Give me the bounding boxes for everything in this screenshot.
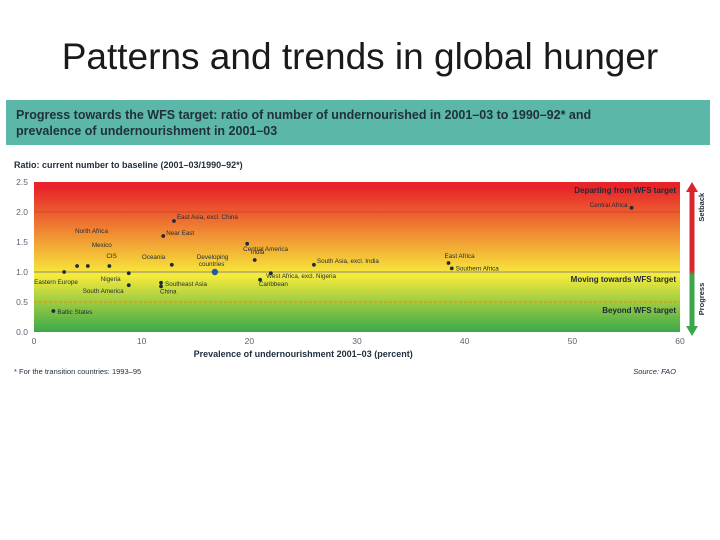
- data-point: [312, 262, 316, 267]
- y-tick-label: 1.0: [16, 267, 28, 277]
- y-tick-label: 2.5: [16, 177, 28, 187]
- x-tick-label: 40: [460, 336, 470, 346]
- data-point: [126, 271, 131, 276]
- x-tick-label: 20: [245, 336, 255, 346]
- data-point-label: East Africa: [445, 253, 476, 260]
- y-tick-label: 0.5: [16, 297, 28, 307]
- data-point: [159, 280, 163, 285]
- data-point-label: South Asia, excl. India: [317, 258, 379, 265]
- data-point: [245, 241, 250, 246]
- data-point-label: Near East: [166, 230, 194, 237]
- y-tick-label: 0.0: [16, 327, 28, 337]
- zone-background: [34, 182, 680, 332]
- scatter-chart: Ratio: current number to baseline (2001–…: [14, 160, 706, 376]
- y-axis-ticks: 0.0 0.5 1.0 1.5 2.0 2.5: [16, 177, 28, 337]
- arrow-down-icon: [686, 326, 698, 336]
- data-point-label: Central Africa: [590, 202, 628, 209]
- data-point-label: Nigeria: [101, 276, 121, 283]
- arrow-up-icon: [686, 182, 698, 192]
- y-axis-label: Ratio: current number to baseline (2001–…: [14, 160, 243, 170]
- data-point-label: Baltic States: [57, 309, 92, 316]
- x-axis-ticks: 0 10 20 30 40 50 60: [32, 336, 685, 346]
- x-tick-label: 10: [137, 336, 147, 346]
- data-point: [51, 309, 56, 313]
- data-point: [172, 219, 176, 223]
- data-point: [107, 264, 112, 268]
- data-point-label: Caribbean: [259, 281, 289, 288]
- data-point-label: China: [160, 288, 177, 295]
- data-point-label: Central America: [243, 246, 288, 253]
- data-point-label: North Africa: [75, 228, 108, 235]
- data-point-label: West Africa, excl. Nigeria: [266, 273, 336, 280]
- data-point-label: Southeast Asia: [165, 281, 208, 288]
- data-points: Central Africa East Asia, excl. China Near…: [34, 202, 634, 316]
- zone-label-setback: Departing from WFS target: [574, 186, 676, 195]
- zone-label-beyond: Beyond WFS target: [602, 306, 676, 315]
- zone-label-moving: Moving towards WFS target: [571, 275, 677, 284]
- data-point: [161, 234, 166, 238]
- data-point-label: India: [251, 249, 265, 256]
- x-tick-label: 0: [32, 336, 37, 346]
- x-tick-label: 30: [352, 336, 362, 346]
- figure-header-line-1: Progress towards the WFS target: ratio o…: [16, 108, 592, 122]
- data-point: [85, 264, 90, 268]
- data-point-label: Southern Africa: [456, 265, 500, 272]
- data-point: [75, 264, 79, 268]
- y-tick-label: 1.5: [16, 237, 28, 247]
- data-point: [258, 277, 262, 282]
- data-point: [268, 271, 273, 276]
- data-point-label: Oceania: [142, 254, 166, 261]
- data-point: [211, 268, 219, 276]
- slide-title: Patterns and trends in global hunger: [61, 36, 659, 77]
- footnote: * For the transition countries: 1993–95: [14, 367, 141, 376]
- figure: Progress towards the WFS target: ratio o…: [6, 100, 710, 385]
- data-point-label: Developing countries: [197, 254, 229, 268]
- data-point-label: East Asia, excl. China: [177, 214, 238, 221]
- x-axis-label: Prevalence of undernourishment 2001–03 (…: [194, 349, 413, 359]
- data-point: [446, 261, 451, 265]
- data-point-label: South America: [83, 288, 124, 295]
- data-point-label: Mexico: [92, 242, 112, 249]
- source-note: Source: FAO: [633, 367, 676, 376]
- x-tick-label: 50: [568, 336, 578, 346]
- data-point: [629, 205, 634, 210]
- data-point: [169, 262, 174, 267]
- data-point: [449, 266, 454, 271]
- figure-header: Progress towards the WFS target: ratio o…: [6, 100, 710, 145]
- data-point-label: Eastern Europe: [34, 279, 78, 286]
- data-point: [159, 284, 163, 289]
- figure-header-line-2: prevalence of undernourishment in 2001–0…: [16, 124, 278, 138]
- data-point: [62, 270, 67, 274]
- y-tick-label: 2.0: [16, 207, 28, 217]
- progress-label: Progress: [697, 283, 706, 316]
- x-tick-label: 60: [675, 336, 685, 346]
- data-point: [126, 283, 131, 288]
- reference-lines: [34, 211, 680, 303]
- data-point: [252, 258, 257, 262]
- setback-label: Setback: [697, 192, 706, 222]
- data-point-label: CIS: [106, 253, 117, 260]
- progress-arrow: Setback Progress: [686, 182, 706, 336]
